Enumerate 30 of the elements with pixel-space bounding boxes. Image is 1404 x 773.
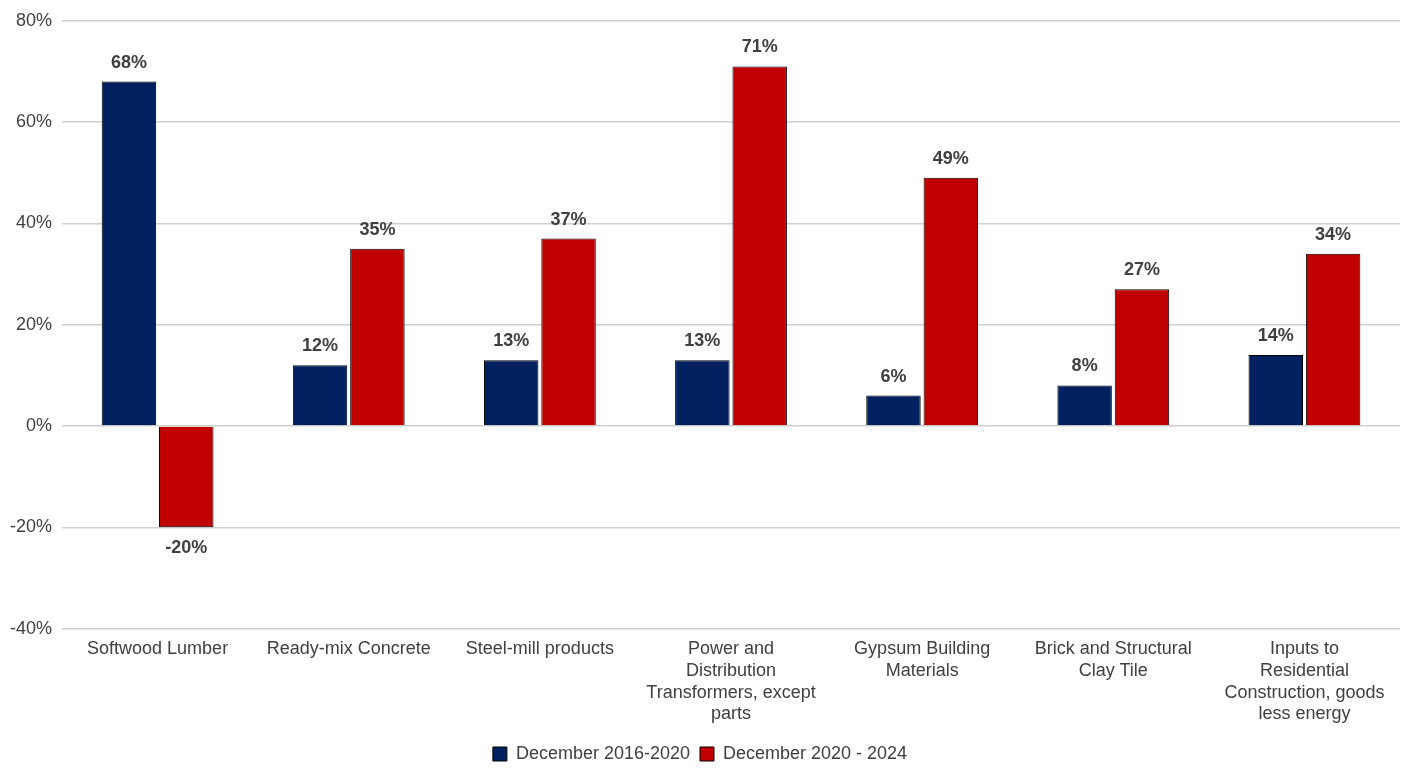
x-tick-label: Softwood Lumber xyxy=(87,638,229,659)
data-label: -20% xyxy=(165,537,208,558)
data-label: 8% xyxy=(1071,355,1098,376)
data-label: 13% xyxy=(684,330,721,351)
y-tick-label: -20% xyxy=(9,516,53,537)
x-tick-label: Ready-mix Concrete xyxy=(266,638,431,659)
legend-label: December 2020 - 2024 xyxy=(723,742,908,763)
y-tick-label: 60% xyxy=(15,111,53,132)
y-tick-label: 20% xyxy=(15,313,53,334)
x-tick-label: Brick and Structural Clay Tile xyxy=(1034,638,1192,680)
data-label: 68% xyxy=(110,51,147,72)
data-label: 27% xyxy=(1123,259,1160,280)
x-tick-label: Inputs to Residential Construction, goods less energy xyxy=(1224,638,1385,724)
data-label: 37% xyxy=(550,208,587,229)
data-label: 12% xyxy=(302,335,339,356)
x-tick-label: Gypsum Building Materials xyxy=(854,638,991,680)
data-label: 71% xyxy=(741,36,778,57)
data-label: 34% xyxy=(1315,223,1352,244)
y-tick-label: 40% xyxy=(15,212,53,233)
legend-label: December 2016-2020 xyxy=(515,742,691,763)
y-tick-label: 80% xyxy=(15,9,53,30)
y-tick-label: -40% xyxy=(9,617,53,638)
data-label: 49% xyxy=(932,147,969,168)
x-tick-label: Power and Distribution Transformers, except parts xyxy=(646,638,816,724)
y-tick-label: 0% xyxy=(26,414,53,435)
data-label: 13% xyxy=(493,330,530,351)
data-label: 35% xyxy=(359,218,396,239)
x-tick-label: Steel-mill products xyxy=(465,638,614,659)
data-label: 14% xyxy=(1257,325,1294,346)
data-label: 6% xyxy=(880,365,907,386)
